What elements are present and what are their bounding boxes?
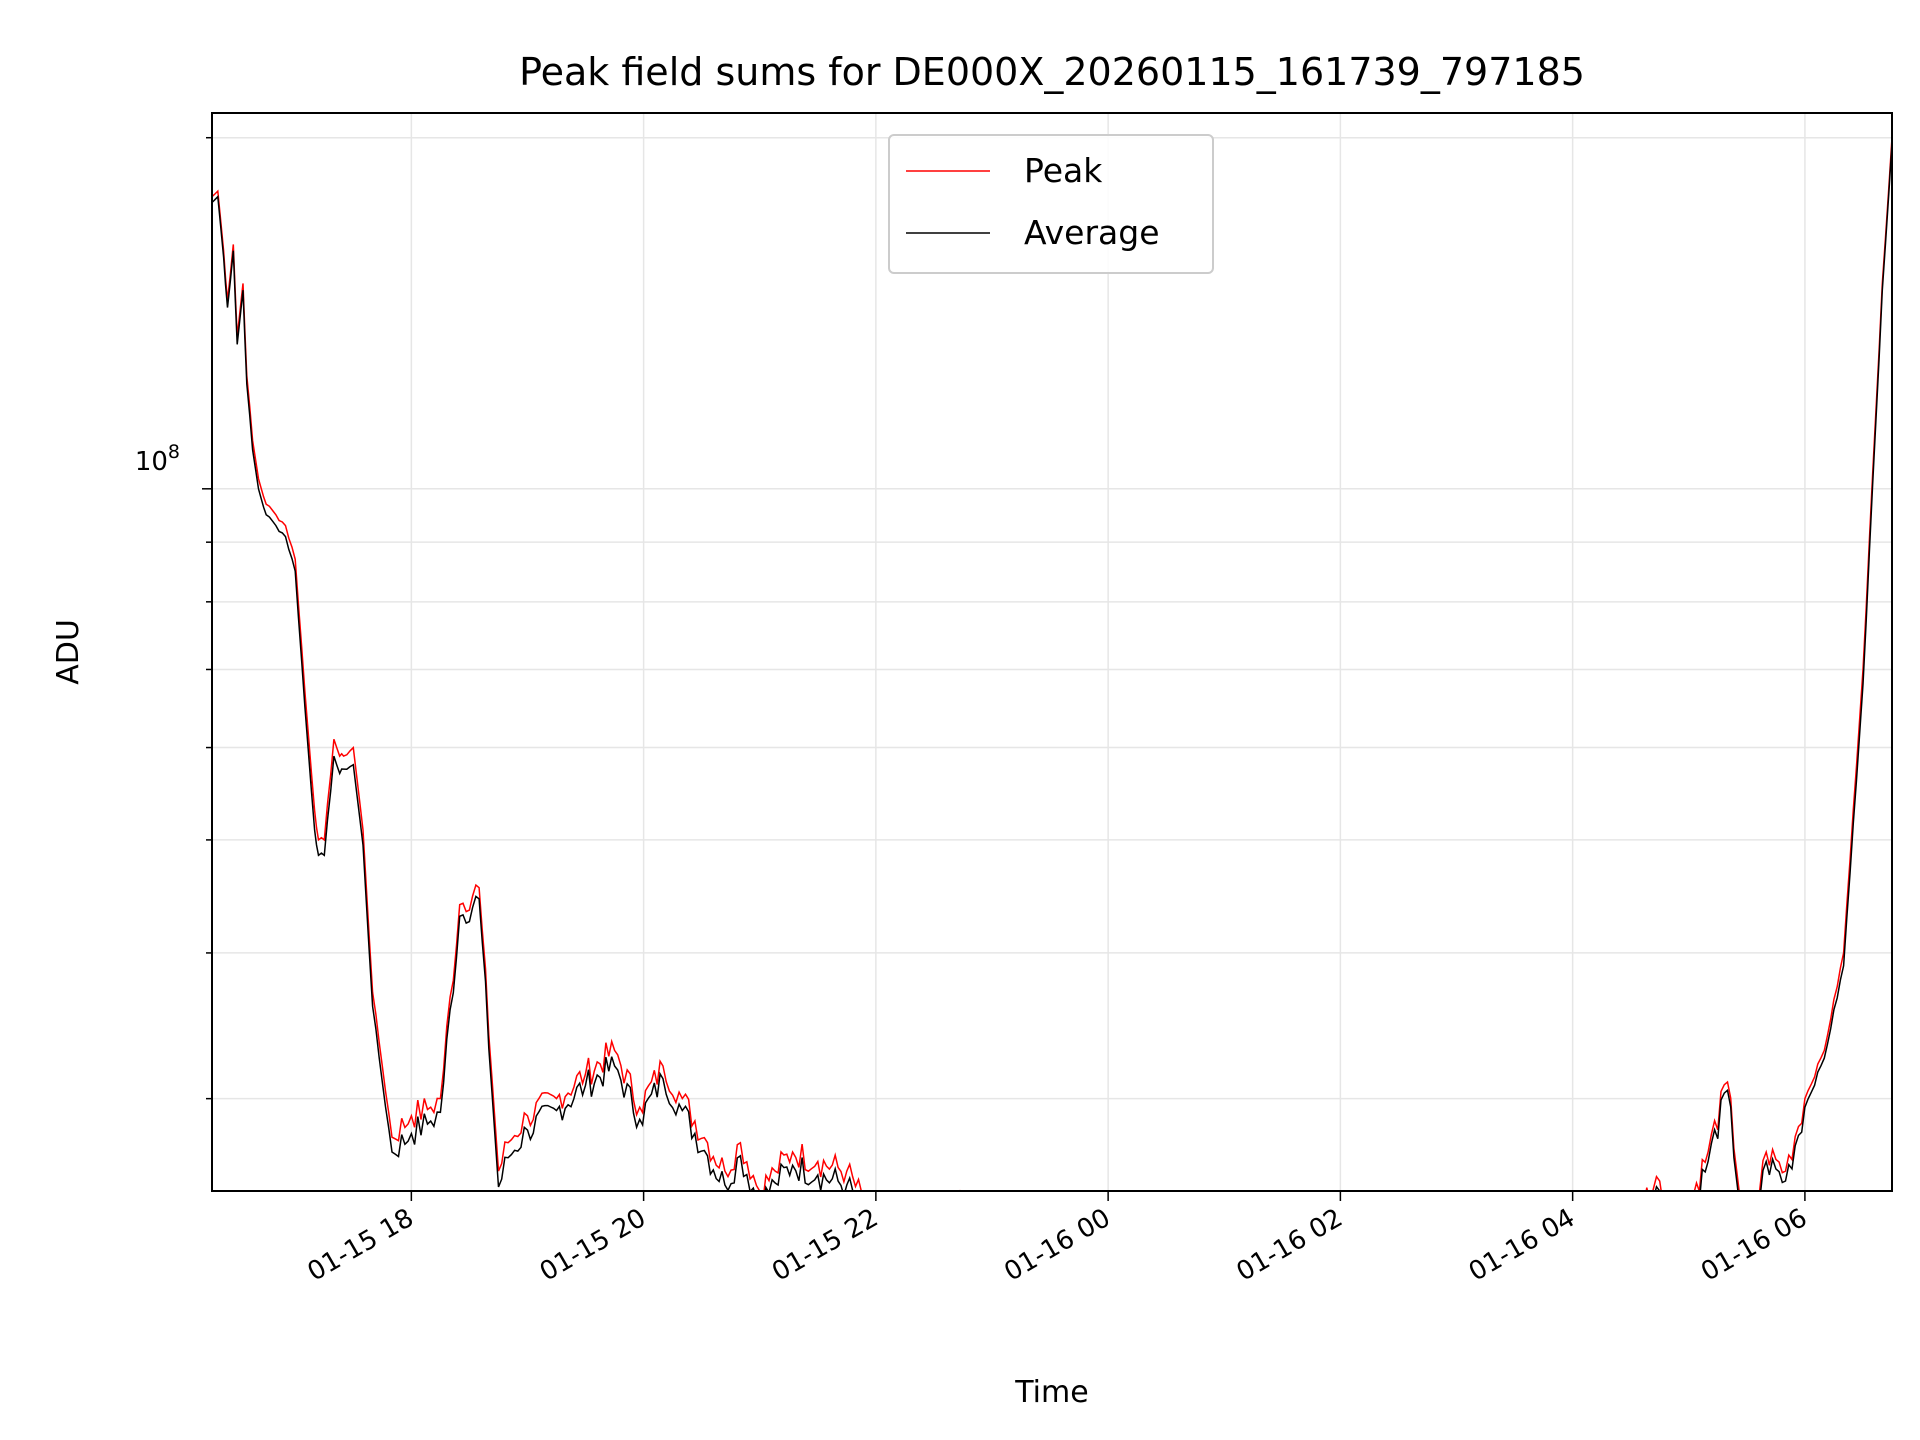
legend: Peak Average xyxy=(888,134,1214,274)
series-peak-line xyxy=(212,137,1892,1191)
series-group xyxy=(212,137,1892,1191)
x-axis-title: Time xyxy=(1014,1375,1088,1410)
y-axis-title: ADU xyxy=(51,619,86,685)
chart-title: Peak field sums for DE000X_20260115_1617… xyxy=(519,50,1585,94)
y-tick-exponent: 8 xyxy=(168,441,180,463)
y-tick-label-major: 108 xyxy=(135,441,180,477)
legend-average-label: Average xyxy=(1024,213,1160,252)
legend-peak-label: Peak xyxy=(1024,151,1103,190)
y-axis: 108 xyxy=(135,136,212,1100)
plot-frame xyxy=(211,112,1893,1192)
y-tick-base: 10 xyxy=(135,447,168,477)
legend-box xyxy=(888,134,1214,274)
series-average-line xyxy=(212,142,1892,1191)
grid xyxy=(212,113,1892,1191)
